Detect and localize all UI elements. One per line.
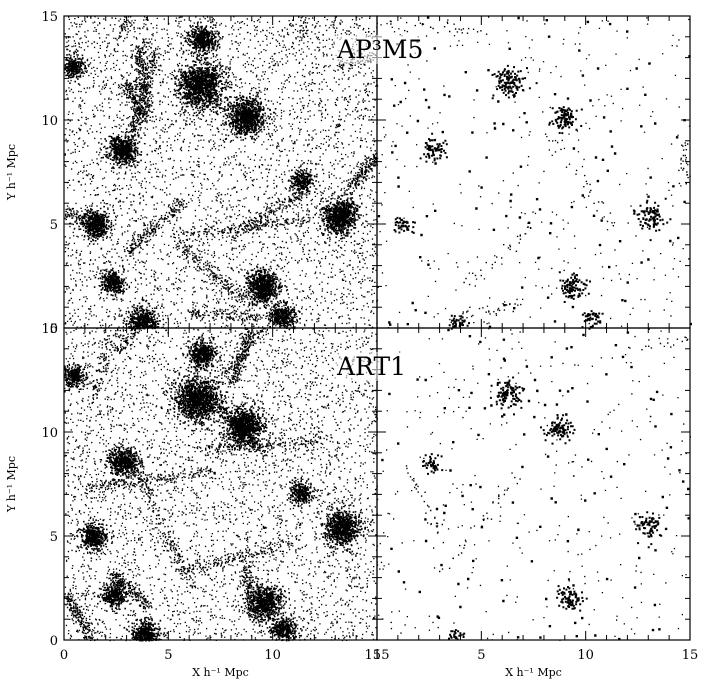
frame-bottom-right [376, 327, 691, 641]
x-tick-label: 5 [477, 648, 485, 663]
x-axis-title: X h⁻¹ Mpc [192, 666, 249, 679]
y-tick-label: 0 [50, 322, 58, 337]
y-axis-title: Y h⁻¹ Mpc [5, 144, 18, 201]
y-tick-label: 10 [41, 426, 58, 441]
tick-labels-bottom-right: 15 5 10 15 X h⁻¹ Mpc [373, 648, 698, 679]
y-tick-label: 5 [50, 218, 58, 233]
row-label-ap3m5: AP³M5 [336, 35, 423, 64]
labels-layer: AP³M5 ART1 [334, 35, 426, 381]
particle-panel-top-left [64, 16, 379, 330]
particles-bottom-right [377, 328, 691, 641]
particles-top-left [64, 16, 379, 330]
y-tick-label: 10 [41, 114, 58, 129]
x-tick-label: 5 [164, 648, 172, 663]
panel-label-backdrop [334, 35, 426, 64]
x-axis-title: X h⁻¹ Mpc [505, 666, 562, 679]
x-tick-label: 10 [264, 648, 281, 663]
y-tick-label: 15 [41, 322, 58, 337]
x-tick-label: 15 [682, 648, 699, 663]
row-label-art1: ART1 [336, 352, 406, 381]
particle-panel-bottom-right [377, 328, 691, 641]
particle-panel-bottom-left [64, 328, 379, 642]
ticks-bottom-left [63, 327, 378, 641]
x-tick-label: 15 [364, 648, 381, 663]
x-tick-label: 10 [577, 648, 594, 663]
y-axis-title: Y h⁻¹ Mpc [5, 456, 18, 513]
ticks-bottom-right [376, 327, 691, 641]
y-tick-label: 0 [50, 634, 58, 649]
y-tick-label: 5 [50, 530, 58, 545]
x-tick-label: 15 [373, 648, 390, 663]
panel-label-backdrop [334, 352, 409, 381]
y-tick-label: 15 [41, 10, 58, 25]
x-tick-label: 0 [60, 648, 68, 663]
panels-layer [64, 16, 692, 642]
tick-labels-top-left: 15 10 5 0 Y h⁻¹ Mpc [5, 10, 58, 337]
particles-bottom-left [64, 328, 379, 642]
